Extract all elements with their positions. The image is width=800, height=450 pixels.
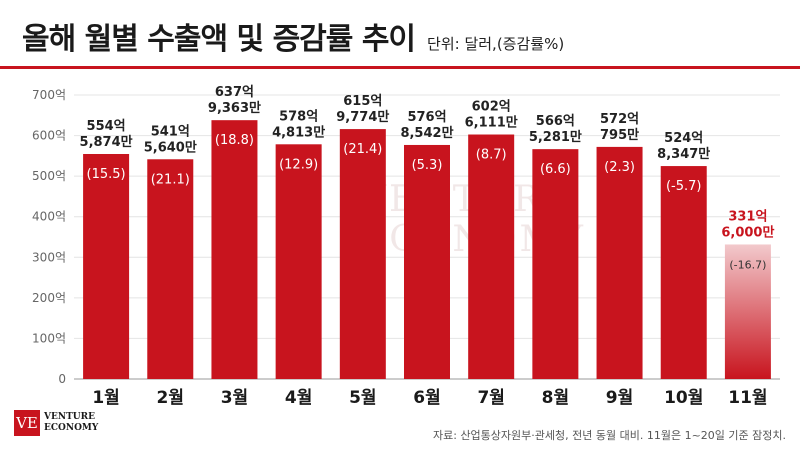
logo-text: VENTURE ECONOMY bbox=[44, 412, 98, 434]
change-label: (8.7) bbox=[476, 148, 507, 163]
x-tick-label: 11월 bbox=[728, 388, 767, 408]
y-tick-label: 500억 bbox=[32, 169, 66, 183]
bar bbox=[468, 134, 515, 379]
y-tick-label: 0 bbox=[58, 372, 66, 386]
amount-label: 524억 bbox=[664, 131, 703, 146]
amount-label: 5,640만 bbox=[144, 139, 197, 155]
x-tick-label: 9월 bbox=[606, 388, 633, 408]
change-label: (21.1) bbox=[151, 172, 190, 187]
y-tick-label: 200억 bbox=[32, 291, 66, 305]
title-rule bbox=[0, 66, 800, 69]
chart-title: 올해 월별 수출액 및 증감률 추이 bbox=[22, 22, 416, 57]
amount-label: 554억 bbox=[87, 119, 126, 134]
amount-label: 6,111만 bbox=[465, 115, 518, 131]
y-tick-label: 700억 bbox=[32, 88, 66, 102]
change-label: (-16.7) bbox=[729, 258, 766, 271]
x-tick-label: 8월 bbox=[542, 388, 569, 408]
y-tick-label: 600억 bbox=[32, 129, 66, 143]
amount-label: 5,874만 bbox=[80, 134, 133, 150]
x-tick-label: 3월 bbox=[221, 388, 248, 408]
change-label: (15.5) bbox=[87, 167, 126, 182]
amount-label: 637억 bbox=[215, 85, 254, 100]
bar bbox=[724, 244, 771, 379]
x-tick-label: 7월 bbox=[477, 388, 504, 408]
change-label: (12.9) bbox=[279, 157, 318, 172]
x-tick-label: 4월 bbox=[285, 388, 312, 408]
x-tick-label: 10월 bbox=[664, 388, 703, 408]
bar bbox=[596, 146, 643, 379]
amount-label: 9,363만 bbox=[208, 100, 261, 116]
y-tick-label: 100억 bbox=[32, 331, 66, 345]
bar bbox=[532, 149, 579, 379]
bar bbox=[660, 166, 707, 379]
x-tick-label: 2월 bbox=[157, 388, 184, 408]
change-label: (-5.7) bbox=[666, 179, 702, 194]
title-area: 올해 월별 수출액 및 증감률 추이 단위: 달러,(증감률%) bbox=[22, 14, 564, 58]
bar bbox=[211, 120, 258, 380]
amount-label: 572억 bbox=[600, 112, 639, 127]
amount-label: 602억 bbox=[472, 100, 511, 115]
bar bbox=[83, 153, 130, 379]
bar bbox=[147, 159, 194, 379]
logo-line2: ECONOMY bbox=[44, 423, 99, 433]
bar bbox=[404, 144, 450, 379]
amount-label: 795만 bbox=[600, 127, 639, 143]
source-note: 자료: 산업통상자원부·관세청, 전년 동월 대비. 11월은 1~20일 기준… bbox=[433, 429, 786, 442]
logo-line1: VENTURE bbox=[44, 412, 95, 422]
amount-label: 5,281만 bbox=[529, 129, 582, 145]
amount-label: 615억 bbox=[343, 94, 382, 109]
change-label: (18.8) bbox=[215, 133, 254, 148]
change-label: (2.3) bbox=[604, 160, 635, 175]
y-tick-label: 300억 bbox=[32, 250, 66, 264]
amount-label: 576억 bbox=[407, 110, 446, 125]
x-tick-label: 5월 bbox=[349, 388, 376, 408]
y-tick-label: 400억 bbox=[32, 210, 66, 224]
amount-label: 4,813만 bbox=[272, 124, 325, 140]
amount-label: 6,000만 bbox=[721, 224, 774, 240]
amount-label: 566억 bbox=[536, 114, 575, 129]
bar bbox=[275, 144, 322, 379]
x-tick-label: 6월 bbox=[413, 388, 440, 408]
change-label: (5.3) bbox=[412, 158, 443, 173]
amount-label: 9,774만 bbox=[336, 109, 389, 125]
x-tick-label: 1월 bbox=[92, 388, 119, 408]
amount-label: 331억 bbox=[728, 209, 767, 224]
logo: VE VENTURE ECONOMY bbox=[14, 410, 98, 436]
change-label: (21.4) bbox=[343, 142, 382, 157]
change-label: (6.6) bbox=[540, 162, 571, 177]
logo-mark: VE bbox=[14, 410, 40, 436]
amount-label: 578억 bbox=[279, 109, 318, 124]
bar bbox=[339, 129, 386, 379]
amount-label: 8,542만 bbox=[400, 125, 453, 141]
amount-label: 8,347만 bbox=[657, 146, 710, 162]
amount-label: 541억 bbox=[151, 124, 190, 139]
unit-label: 단위: 달러,(증감률%) bbox=[427, 35, 565, 53]
